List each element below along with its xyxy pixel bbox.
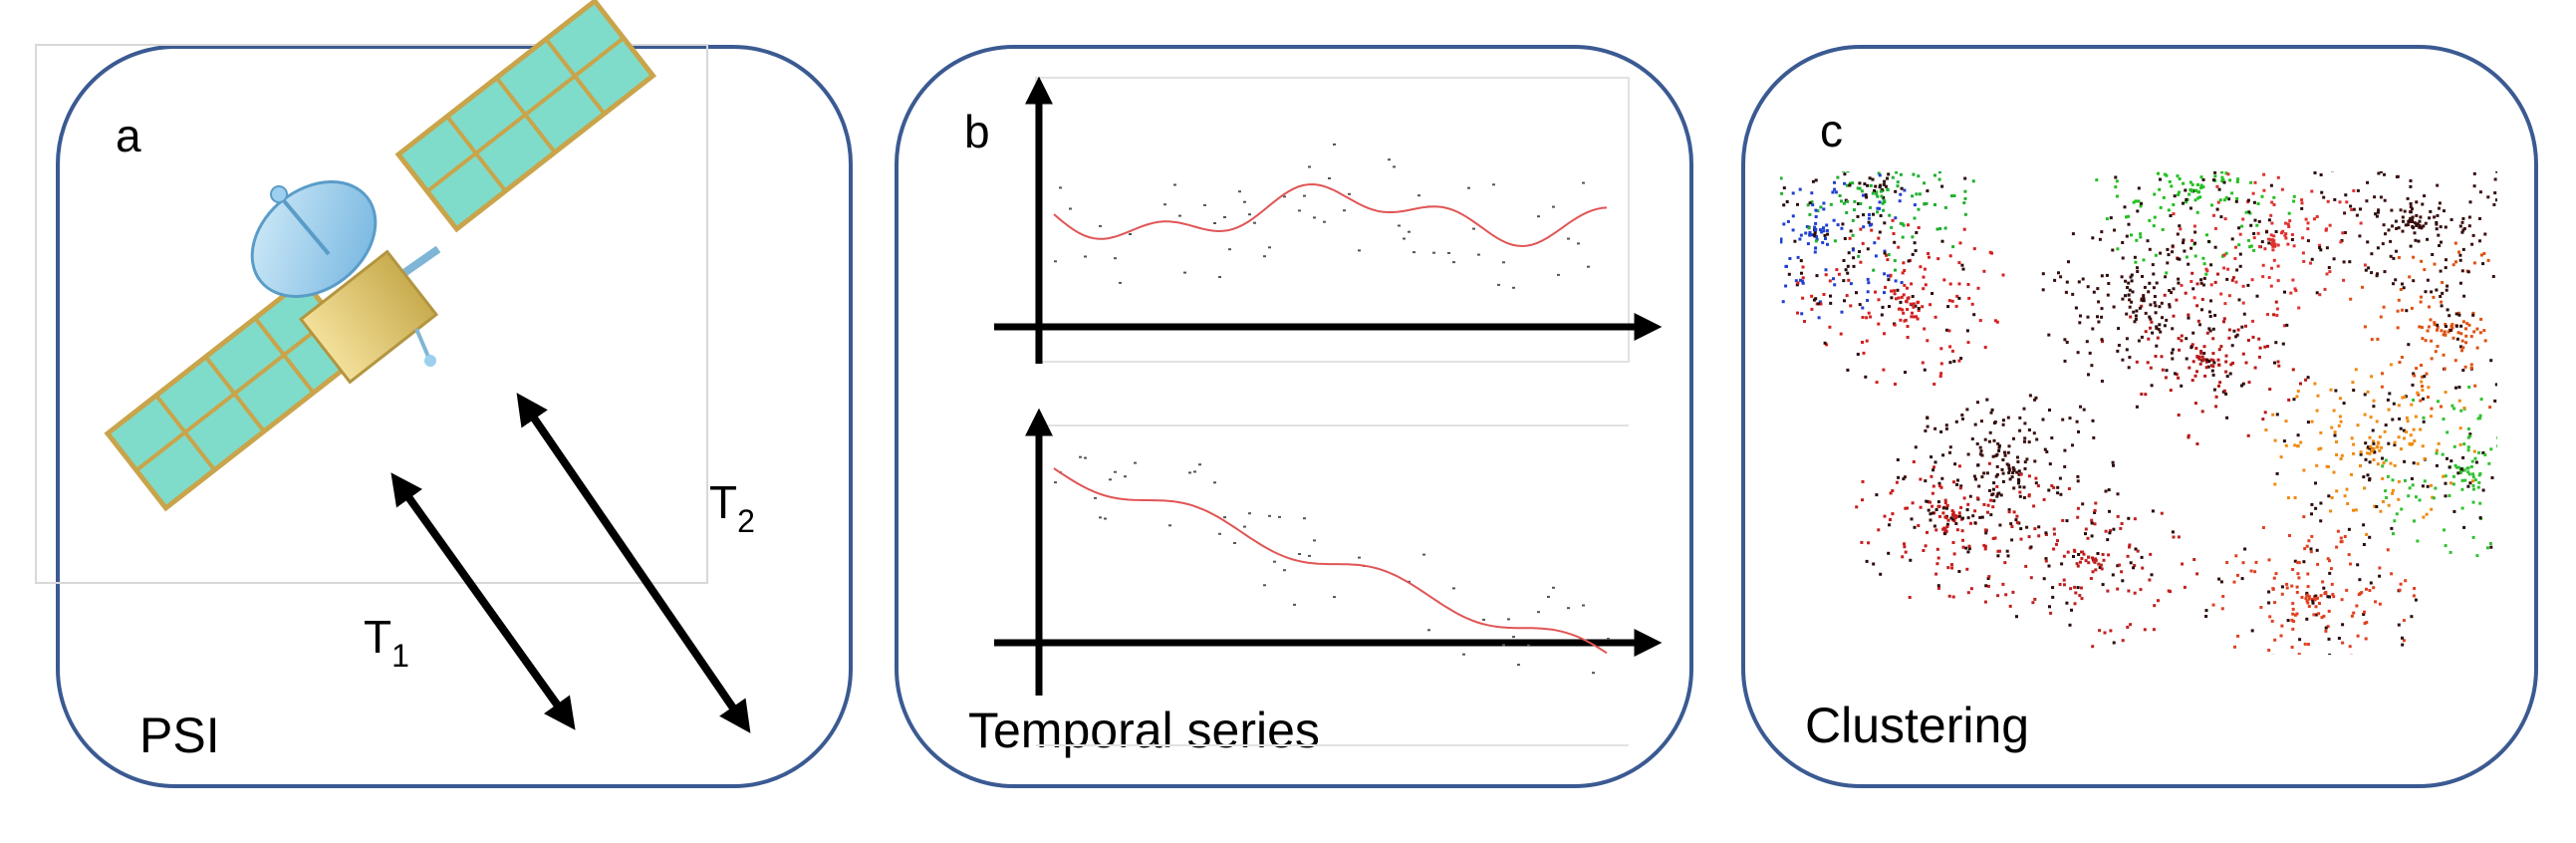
path-t2-arrow (516, 393, 751, 733)
top-plot-trend-line (1053, 182, 1608, 248)
path-t2-label: T2 (709, 476, 755, 539)
path-t1-arrow (390, 472, 576, 730)
panel-b-caption: Temporal series (968, 702, 1320, 758)
top-plot-frame (1035, 77, 1630, 363)
path-t1-label: T1 (364, 611, 409, 674)
top-plot-points (1054, 143, 1590, 289)
panel-a-letter: a (116, 110, 141, 161)
panel-temporal-series: b Temporal series (895, 45, 1693, 788)
bottom-plot-trend-line (1053, 467, 1608, 655)
panel-b-letter: b (964, 106, 990, 157)
panel-c-letter: c (1820, 105, 1843, 156)
bottom-plot-points (1054, 455, 1610, 675)
panel-c-caption: Clustering (1805, 698, 2030, 753)
satellite-icon (104, 0, 656, 512)
panel-a-caption: PSI (139, 707, 220, 763)
satellite-image-frame (35, 44, 708, 584)
clustering-map (1780, 171, 2497, 655)
